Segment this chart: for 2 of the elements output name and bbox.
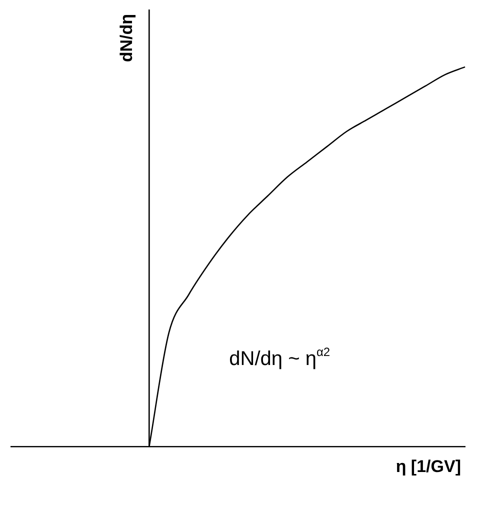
y-axis-title: dN/dη xyxy=(116,14,136,62)
x-axis-title: η [1/GV] xyxy=(396,456,461,476)
